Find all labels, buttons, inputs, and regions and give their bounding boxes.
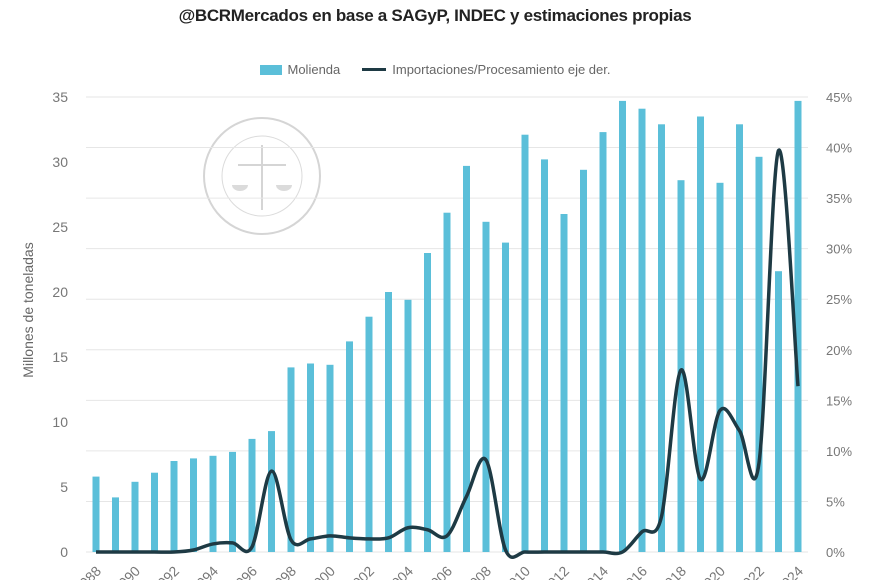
bar-2009 [502,242,509,552]
y2-tick-label: 15% [826,393,852,408]
bar-2015 [619,100,626,553]
bar-2007 [463,165,470,552]
bar-1998 [287,367,295,552]
y-tick-label: 5 [60,479,68,495]
y2-tick-label: 20% [826,343,852,358]
legend-label: Importaciones/Procesamiento eje der. [392,62,611,77]
x-tick-label: 1998 [266,563,299,580]
bar-1991 [151,472,158,552]
bar-2020 [716,182,724,553]
watermark-seal [203,117,321,235]
bar-2024 [794,100,802,553]
legend-item-importaciones: Importaciones/Procesamiento eje der. [362,62,611,77]
y-tick-label: 0 [60,544,68,560]
bar-2012 [560,214,568,552]
x-tick-label: 2004 [383,563,416,580]
bar-2010 [521,134,529,552]
y-tick-label: 30 [52,154,68,170]
bar-1992 [170,461,178,552]
y2-tick-label: 25% [826,292,852,307]
bar-2001 [346,341,353,552]
x-tick-label: 2018 [656,563,689,580]
bar-1994 [209,455,217,552]
y2-tick-label: 5% [826,494,845,509]
bar-2013 [580,169,587,553]
y-tick-label: 20 [52,284,68,300]
bar-2006 [443,212,451,552]
bar-2022 [755,156,763,553]
x-tick-label: 2024 [773,563,806,580]
y-tick-label: 25 [52,219,68,235]
series-line-importaciones [96,148,800,559]
y2-tick-label: 35% [826,191,852,206]
x-tick-label: 2006 [422,563,455,580]
x-tick-label: 2012 [539,563,572,580]
y2-tick-label: 0% [826,545,845,560]
bar-2008 [482,221,490,553]
y-tick-label: 15 [52,349,68,365]
bar-2018 [677,180,685,552]
bar-2005 [424,253,431,552]
y2-tick-label: 40% [826,141,852,156]
bar-2023 [775,271,782,552]
bar-1988 [92,476,100,552]
y-tick-label: 10 [52,414,68,430]
legend-swatch-line [362,68,387,71]
x-tick-label: 2016 [617,563,650,580]
legend-item-molienda: Molienda [259,62,341,77]
bar-2000 [326,364,334,552]
x-tick-label: 2008 [461,563,494,580]
x-tick-label: 1992 [149,563,182,580]
bar-2019 [697,116,704,552]
bar-2011 [541,159,548,552]
bar-1999 [307,363,314,552]
chart-subtitle: @BCRMercados en base a SAGyP, INDEC y es… [178,6,692,25]
bar-1989 [112,497,119,552]
bar-1997 [268,431,275,552]
x-tick-label: 1994 [188,563,221,580]
bar-1993 [190,458,197,552]
legend-swatch-bar [259,64,282,75]
bar-1996 [248,438,256,552]
x-tick-label: 1996 [227,563,260,580]
x-tick-label: 2010 [500,563,533,580]
y-axis-label: Millones de toneladas [20,242,36,377]
x-tick-label: 2022 [734,563,767,580]
x-tick-label: 2020 [695,563,728,580]
x-tick-label: 2000 [305,563,338,580]
x-tick-label: 2014 [578,563,611,580]
legend-label: Molienda [287,62,341,77]
legend: Molienda Importaciones/Procesamiento eje… [0,62,870,77]
x-tick-label: 2002 [344,563,377,580]
bar-2003 [385,292,392,552]
bar-2004 [404,299,412,552]
x-tick-label: 1990 [110,563,143,580]
y2-tick-label: 30% [826,242,852,257]
bar-1990 [131,481,139,552]
y2-tick-label: 45% [826,90,852,105]
y2-tick-label: 10% [826,444,852,459]
bar-2017 [658,124,665,553]
bar-2021 [736,124,743,553]
y-tick-label: 35 [52,89,68,105]
bar-2014 [599,132,607,552]
bar-1995 [229,451,236,552]
bar-2002 [365,316,373,552]
x-tick-label: 1988 [71,563,104,580]
bar-2016 [638,108,646,552]
